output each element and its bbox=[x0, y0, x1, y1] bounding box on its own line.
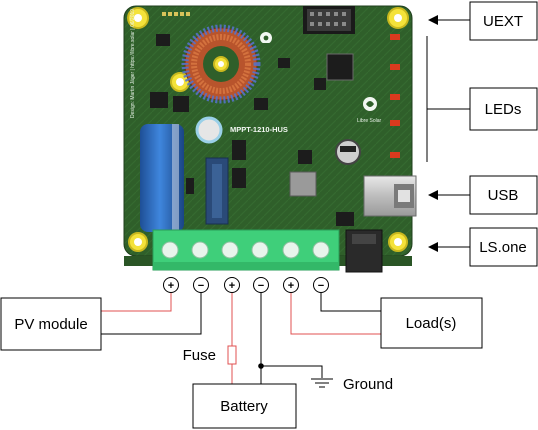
pv-module-label: PV module bbox=[14, 316, 87, 333]
brand-silkscreen: Libre Solar bbox=[357, 118, 382, 124]
pcb-board: MPPT-1210-HUS Libre Solar Design: Martin… bbox=[123, 5, 417, 273]
terminal-markers: + − + − + − bbox=[163, 277, 329, 293]
svg-text:+: + bbox=[168, 280, 174, 292]
ic bbox=[278, 58, 290, 68]
ic bbox=[186, 178, 194, 194]
svg-text:−: − bbox=[258, 280, 264, 292]
terminal-marker: − bbox=[313, 277, 329, 293]
open-hardware-logo bbox=[260, 32, 272, 47]
terminal-marker: + bbox=[224, 277, 240, 293]
ic bbox=[173, 96, 189, 112]
fuse-symbol bbox=[227, 345, 237, 365]
terminal-marker: − bbox=[193, 277, 209, 293]
ic bbox=[150, 92, 168, 108]
terminal-marker: + bbox=[163, 277, 179, 293]
usb-connector bbox=[363, 175, 417, 217]
pv-positive-wire bbox=[101, 293, 172, 312]
loads-box: Load(s) bbox=[380, 297, 483, 349]
screw-terminal-block bbox=[152, 229, 340, 271]
power-inductor bbox=[289, 171, 317, 197]
ground-symbol bbox=[311, 378, 333, 388]
terminal-marker: + bbox=[283, 277, 299, 293]
leds-label: LEDs bbox=[485, 101, 522, 118]
ic bbox=[314, 78, 326, 90]
battery-box: Battery bbox=[192, 383, 297, 429]
ground-label: Ground bbox=[343, 376, 393, 393]
ic bbox=[254, 98, 268, 110]
load-negative-wire bbox=[320, 293, 381, 312]
usb-label: USB bbox=[488, 187, 519, 204]
status-leds bbox=[390, 34, 400, 158]
lsone-label: LS.one bbox=[479, 239, 527, 256]
lsone-callout: LS.one bbox=[428, 227, 538, 267]
round-capacitor bbox=[195, 116, 223, 144]
battery-label: Battery bbox=[220, 398, 268, 415]
toroid-inductor bbox=[181, 24, 261, 104]
loads-label: Load(s) bbox=[406, 315, 457, 332]
leds-callout: LEDs bbox=[426, 36, 538, 162]
uext-header bbox=[303, 6, 355, 34]
ic bbox=[232, 168, 246, 188]
ic bbox=[336, 212, 354, 226]
uext-callout: UEXT bbox=[428, 1, 538, 41]
svg-text:−: − bbox=[198, 280, 204, 292]
svg-text:−: − bbox=[318, 280, 324, 292]
swd-pins bbox=[162, 12, 190, 16]
uext-label: UEXT bbox=[483, 13, 523, 30]
ic bbox=[298, 150, 312, 164]
junction-dot bbox=[258, 363, 264, 369]
terminal-marker: − bbox=[253, 277, 269, 293]
svg-text:+: + bbox=[229, 280, 235, 292]
mcu-chip bbox=[326, 53, 354, 81]
design-credit: Design: Martin Jäger | https://libre.sol… bbox=[130, 9, 136, 118]
ic bbox=[156, 34, 170, 46]
board-title: MPPT-1210-HUS bbox=[230, 125, 288, 134]
usb-callout: USB bbox=[428, 175, 538, 215]
wires bbox=[101, 293, 381, 384]
ground-wire bbox=[261, 365, 323, 378]
ic bbox=[232, 140, 246, 160]
electrolytic-capacitor bbox=[140, 124, 184, 232]
fuse-label: Fuse bbox=[183, 347, 216, 364]
pv-module-box: PV module bbox=[0, 297, 102, 351]
svg-text:+: + bbox=[288, 280, 294, 292]
libre-solar-logo bbox=[363, 97, 377, 111]
load-positive-wire bbox=[290, 293, 381, 335]
pv-negative-wire bbox=[101, 293, 202, 335]
